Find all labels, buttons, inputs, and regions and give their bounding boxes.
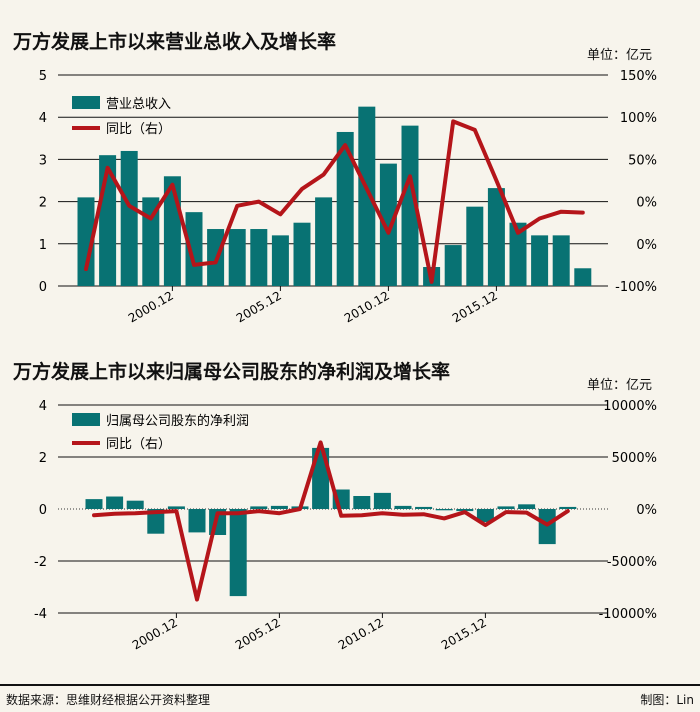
legend-swatch-bar xyxy=(72,96,100,109)
x-tick-label: 2005.12 xyxy=(234,288,284,325)
x-tick-label: 2000.12 xyxy=(130,615,180,652)
bar xyxy=(250,229,268,286)
right-tick-label: -5000% xyxy=(607,555,657,570)
left-tick-label: 5 xyxy=(39,69,47,84)
bar xyxy=(476,509,494,522)
right-tick-label: 50% xyxy=(628,153,657,168)
bar xyxy=(487,188,505,286)
bar xyxy=(509,222,527,286)
right-tick-label: 150% xyxy=(620,69,657,84)
yoy-line xyxy=(84,119,585,284)
left-tick-label: 2 xyxy=(39,451,47,466)
left-tick-label: 4 xyxy=(39,111,47,126)
bar xyxy=(315,197,333,286)
left-tick-label: 3 xyxy=(39,153,47,168)
bar xyxy=(559,506,577,509)
bar xyxy=(552,235,570,286)
x-tick-label: 2010.12 xyxy=(342,288,392,325)
legend-label-line: 同比（右） xyxy=(106,437,171,452)
right-tick-label: 10000% xyxy=(603,399,657,414)
unit-label: 单位：亿元 xyxy=(586,48,652,63)
bar xyxy=(120,150,138,286)
x-tick-label: 2015.12 xyxy=(439,615,489,652)
right-tick-label: -10000% xyxy=(599,607,657,622)
footer: 数据来源：思维财经根据公开资料整理 制图：Lin xyxy=(0,684,700,712)
left-tick-label: 4 xyxy=(39,399,47,414)
left-tick-label: 0 xyxy=(39,280,47,295)
bar xyxy=(293,222,311,286)
bar xyxy=(85,499,103,509)
legend-label-bar: 营业总收入 xyxy=(106,97,171,112)
source-note: 数据来源：思维财经根据公开资料整理 xyxy=(6,693,211,707)
bar xyxy=(379,163,397,286)
right-tick-label: 0% xyxy=(636,503,657,518)
unit-label: 单位：亿元 xyxy=(586,378,652,393)
bar xyxy=(185,212,203,286)
bar xyxy=(497,506,515,509)
bar xyxy=(250,506,268,509)
bar xyxy=(531,235,549,286)
bar xyxy=(142,197,160,286)
revenue-chart-svg: 5 150% 4 100% 3 50% 2 0% 1 0% 0 -100% 2000.12 2005.12… xyxy=(39,69,657,325)
bar xyxy=(574,268,592,286)
left-tick-label: 1 xyxy=(39,238,47,253)
bar xyxy=(466,206,484,286)
legend-label-line: 同比（右） xyxy=(106,122,171,137)
bar xyxy=(353,496,371,509)
right-tick-label: 0% xyxy=(636,238,657,253)
bar xyxy=(456,509,474,512)
left-tick-label: -2 xyxy=(34,555,47,570)
bar xyxy=(336,131,354,286)
bar xyxy=(77,197,95,286)
bar xyxy=(147,509,165,534)
left-tick-label: -4 xyxy=(34,607,47,622)
bar xyxy=(518,504,536,509)
bar xyxy=(435,509,453,511)
bar xyxy=(373,492,391,509)
revenue-chart-panel: 万方发展上市以来营业总收入及增长率 单位：亿元 5 150% 4 100% 3 50% 2 0… xyxy=(0,0,700,340)
bar xyxy=(167,506,185,509)
profit-chart-panel: 万方发展上市以来归属母公司股东的净利润及增长率 单位：亿元 4 10000% 2 50… xyxy=(0,340,700,684)
bar xyxy=(401,125,419,286)
x-tick-label: 2015.12 xyxy=(450,288,500,325)
bar xyxy=(228,229,246,286)
x-tick-label: 2010.12 xyxy=(336,615,386,652)
x-tick-label: 2005.12 xyxy=(233,615,283,652)
chart-title: 万方发展上市以来归属母公司股东的净利润及增长率 xyxy=(13,361,451,383)
profit-chart-svg: 4 10000% 2 5000% 0 0% -2 -5000% -4 -10000% 2000.12… xyxy=(34,399,657,652)
x-tick-label: 2000.12 xyxy=(126,288,176,325)
bar xyxy=(270,505,288,509)
legend-label-bar: 归属母公司股东的净利润 xyxy=(106,413,249,429)
right-tick-label: -100% xyxy=(615,280,657,295)
bar xyxy=(271,235,289,286)
bar xyxy=(126,500,144,509)
yoy-line xyxy=(92,440,570,602)
bar xyxy=(106,496,124,509)
author-note: 制图：Lin xyxy=(640,693,694,707)
bar xyxy=(444,245,462,286)
bar xyxy=(229,509,247,597)
left-tick-label: 0 xyxy=(39,503,47,518)
legend-swatch-bar xyxy=(72,413,100,426)
bar xyxy=(394,505,412,509)
bar xyxy=(188,509,206,533)
right-tick-label: 100% xyxy=(620,111,657,126)
bar xyxy=(415,506,433,509)
chart-title: 万方发展上市以来营业总收入及增长率 xyxy=(13,31,337,53)
bar xyxy=(358,106,376,287)
right-tick-label: 5000% xyxy=(612,451,657,466)
right-tick-label: 0% xyxy=(636,196,657,211)
left-tick-label: 2 xyxy=(39,196,47,211)
